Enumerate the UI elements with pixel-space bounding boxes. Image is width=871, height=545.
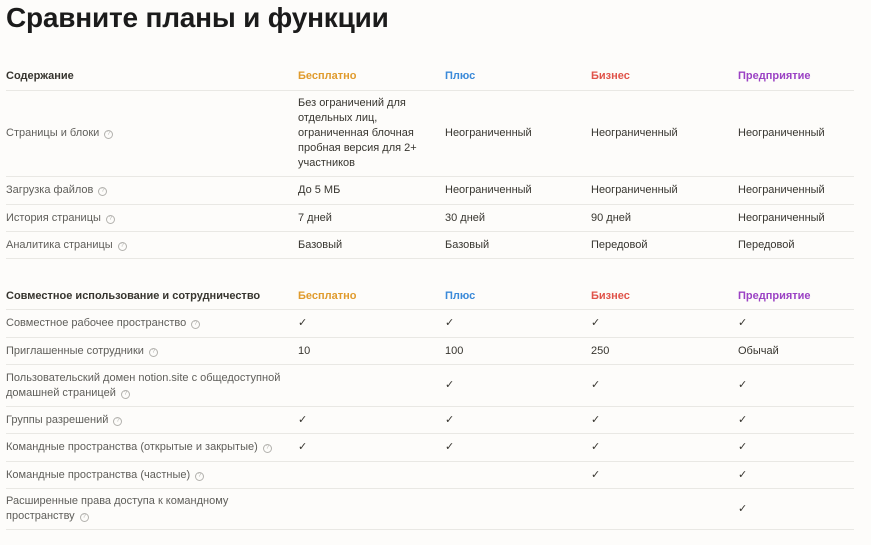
help-icon[interactable]: ? (98, 187, 108, 196)
check-icon: ✓ (591, 413, 601, 426)
cell-enterprise: Неограниченный (738, 127, 825, 139)
cell-free: 10 (298, 344, 311, 357)
help-icon[interactable]: ? (191, 320, 201, 329)
help-icon[interactable]: ? (104, 130, 114, 139)
cell-plus: Базовый (445, 238, 490, 251)
cell-free: Базовый (298, 238, 343, 251)
page-title: Сравните планы и функции (6, 2, 389, 33)
cell-enterprise: Неограниченный (738, 211, 825, 224)
row-label: Расширенные права доступа к командному п… (6, 495, 229, 522)
section-spacer (6, 259, 854, 283)
check-icon: ✓ (738, 441, 748, 453)
plan-business-label: Бизнес (591, 69, 630, 82)
section-header-content: Содержание Бесплатно Плюс Бизнес Предпри… (6, 62, 854, 91)
check-icon: ✓ (738, 413, 748, 426)
row-label: Пользовательский домен notion.site с общ… (6, 371, 281, 399)
table-row: Расширенные права доступа к командному п… (6, 489, 854, 530)
check-icon: ✓ (738, 502, 748, 515)
help-icon[interactable]: ? (117, 241, 127, 251)
plan-plus-label: Плюс (445, 289, 476, 302)
row-label: Приглашенные сотрудники (6, 344, 144, 357)
help-icon[interactable]: ? (262, 444, 272, 453)
cell-business: Неограниченный (591, 184, 678, 196)
cell-plus: 100 (445, 344, 464, 357)
check-icon: ✓ (591, 468, 601, 481)
comparison-table: Содержание Бесплатно Плюс Бизнес Предпри… (6, 62, 854, 530)
section-title: Совместное использование и сотрудничеств… (6, 289, 261, 302)
table-row: Приглашенные сотрудники? 10 100 250 Обыч… (6, 338, 854, 365)
check-icon: ✓ (591, 441, 601, 453)
check-icon: ✓ (738, 379, 748, 391)
help-icon[interactable]: ? (113, 416, 123, 426)
check-icon: ✓ (298, 317, 308, 329)
cell-plus: Неограниченный (445, 184, 532, 196)
cell-enterprise: Обычай (738, 344, 779, 357)
table-row: Страницы и блоки? Без ограничений для от… (6, 91, 854, 177)
cell-enterprise: Неограниченный (738, 184, 825, 196)
table-row: Пользовательский домен notion.site с общ… (6, 365, 854, 407)
row-label: Загрузка файлов (6, 184, 94, 196)
plan-free-label: Бесплатно (298, 289, 357, 302)
table-row: Командные пространства (частные)? ✓ ✓ (6, 462, 854, 489)
cell-plus: 30 дней (445, 211, 486, 224)
plan-business-label: Бизнес (591, 289, 630, 302)
check-icon: ✓ (298, 441, 308, 453)
cell-business: Передовой (591, 238, 648, 251)
cell-business: 250 (591, 344, 610, 357)
check-icon: ✓ (591, 317, 601, 329)
cell-business: 90 дней (591, 211, 632, 224)
check-icon: ✓ (738, 468, 748, 481)
check-icon: ✓ (445, 379, 455, 391)
plan-enterprise-label: Предприятие (738, 289, 811, 302)
help-icon[interactable]: ? (105, 214, 115, 224)
table-row: Загрузка файлов? До 5 МБ Неограниченный … (6, 177, 854, 205)
table-row: Аналитика страницы? Базовый Базовый Пере… (6, 232, 854, 259)
row-label: Аналитика страницы (6, 238, 113, 251)
row-label: Группы разрешений (6, 413, 109, 426)
row-label: Совместное рабочее пространство (6, 317, 187, 329)
table-row: Совместное рабочее пространство? ✓ ✓ ✓ ✓ (6, 310, 854, 338)
check-icon: ✓ (445, 413, 455, 426)
row-label: Страницы и блоки (6, 127, 100, 139)
check-icon: ✓ (298, 413, 308, 426)
table-row: Группы разрешений? ✓ ✓ ✓ ✓ (6, 407, 854, 434)
check-icon: ✓ (445, 317, 455, 329)
cell-free: До 5 МБ (298, 184, 341, 196)
cell-enterprise: Передовой (738, 238, 795, 251)
check-icon: ✓ (591, 379, 601, 391)
cell-business: Неограниченный (591, 127, 678, 139)
table-row: Командные пространства (открытые и закры… (6, 434, 854, 462)
row-label: Командные пространства (частные) (6, 468, 191, 481)
cell-free: Без ограничений для отдельных лиц, огран… (298, 97, 417, 169)
help-icon[interactable]: ? (120, 389, 130, 399)
help-icon[interactable]: ? (148, 347, 158, 357)
cell-plus: Неограниченный (445, 127, 532, 139)
cell-free: 7 дней (298, 211, 332, 224)
check-icon: ✓ (445, 441, 455, 453)
plan-plus-label: Плюс (445, 69, 476, 82)
row-label: История страницы (6, 211, 101, 224)
help-icon[interactable]: ? (195, 471, 205, 481)
help-icon[interactable]: ? (79, 513, 89, 522)
section-header-sharing: Совместное использование и сотрудничеств… (6, 283, 854, 310)
plan-free-label: Бесплатно (298, 69, 357, 82)
section-title: Содержание (6, 69, 74, 82)
check-icon: ✓ (738, 317, 748, 329)
table-row: История страницы? 7 дней 30 дней 90 дней… (6, 205, 854, 232)
row-label: Командные пространства (открытые и закры… (6, 441, 258, 453)
plan-enterprise-label: Предприятие (738, 69, 811, 82)
